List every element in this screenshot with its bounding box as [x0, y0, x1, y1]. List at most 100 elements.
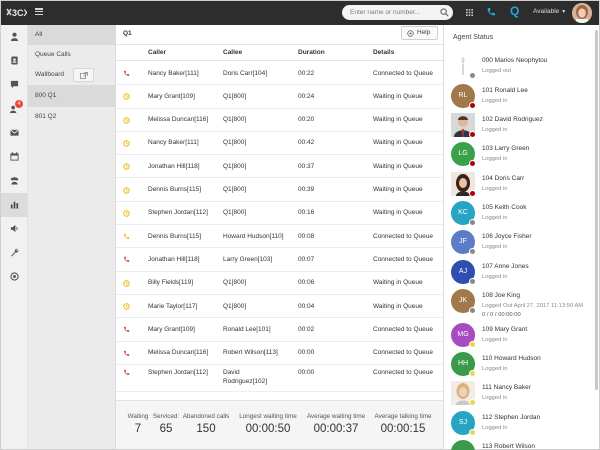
- agent-item[interactable]: MG 109 Mary Grant Logged in: [444, 321, 594, 351]
- agent-name: 109 Mary Grant: [482, 326, 528, 333]
- agent-counters: 0 / 0 / 00:00:00: [482, 312, 521, 318]
- duration-cell: 00:20: [298, 116, 315, 124]
- duration-cell: 00:24: [298, 92, 315, 100]
- column-duration[interactable]: Duration: [298, 49, 325, 56]
- details-cell: Connected to Queue: [373, 368, 433, 376]
- rail-help[interactable]: [1, 265, 28, 289]
- callee-cell: Q1[800]: [223, 116, 247, 124]
- presence-dot: [469, 278, 476, 285]
- queue-item-801[interactable]: 801 Q2: [28, 107, 116, 127]
- search-icon[interactable]: [440, 8, 449, 17]
- search-input[interactable]: Enter name or number...: [342, 5, 453, 20]
- stat-serviced: Serviced: 65: [150, 413, 182, 435]
- scrollbar[interactable]: [595, 30, 598, 390]
- avatar-initials: AJ: [458, 268, 468, 275]
- presence-dot: [469, 190, 476, 197]
- agent-name: 110 Howard Hudson: [482, 355, 541, 362]
- agent-item[interactable]: HH 110 Howard Hudson Logged in: [444, 350, 594, 380]
- agent-item[interactable]: JK 108 Joe King Logged Out April 27, 2017 …: [444, 287, 594, 318]
- details-cell: Waiting in Queue: [373, 186, 423, 193]
- phone-icon[interactable]: [486, 7, 496, 17]
- agent-item[interactable]: 104 Doris Carr Logged in: [444, 170, 594, 200]
- q-chat-icon[interactable]: Q: [510, 4, 520, 18]
- queue-item-label: 801 Q2: [35, 113, 57, 120]
- queue-item-all[interactable]: All: [28, 25, 116, 45]
- avatar: [451, 113, 475, 137]
- table-row[interactable]: Stephen Jordan[112] David Rodriguez[102] 00…: [116, 365, 443, 392]
- table-row[interactable]: Melissa Duncan[116] Robert Wilson[113] 00:…: [116, 342, 443, 365]
- rail-users[interactable]: [1, 169, 28, 193]
- clock-icon: [123, 163, 130, 170]
- table-row[interactable]: Marie Taylor[117] Q1[800] 00:04 Waiting in …: [116, 295, 443, 319]
- column-callee[interactable]: Callee: [223, 49, 243, 56]
- agent-name: 105 Keith Cook: [482, 204, 527, 211]
- table-row[interactable]: Mary Grant[109] Q1[800] 00:24 Waiting in Qu…: [116, 85, 443, 109]
- logo[interactable]: 3CX: [4, 5, 30, 19]
- calendar-icon: [10, 152, 19, 161]
- table-row[interactable]: Stephen Jordan[112] Q1[800] 00:16 Waiting i…: [116, 202, 443, 226]
- agent-status: Logged in: [482, 425, 508, 431]
- presence-dot: [469, 219, 476, 226]
- stat-average-wait: Average waiting time 00:00:37: [304, 413, 368, 435]
- table-row[interactable]: Billy Fields[119] Q1[800] 00:06 Waiting in …: [116, 272, 443, 295]
- stat-label: Abandoned calls: [182, 413, 230, 420]
- agent-item[interactable]: 113 Robert Wilson: [444, 438, 594, 450]
- agent-name: 112 Stephen Jordan: [482, 414, 541, 421]
- table-row[interactable]: Melissa Duncan[116] Q1[800] 00:20 Waiting i…: [116, 109, 443, 132]
- rail-contacts[interactable]: [1, 49, 28, 73]
- table-row[interactable]: Nancy Baker[111] Q1[800] 00:42 Waiting in Q…: [116, 132, 443, 156]
- agent-item[interactable]: 102 David Rodriguez Logged in: [444, 111, 594, 141]
- agent-item[interactable]: SJ 112 Stephen Jordan Logged in: [444, 409, 594, 439]
- help-button[interactable]: Help: [401, 26, 438, 40]
- agent-status: Logged in: [482, 395, 508, 401]
- rail-settings[interactable]: [1, 241, 28, 265]
- rail-calendar[interactable]: [1, 145, 28, 169]
- table-row[interactable]: Mary Grant[109] Ronald Lee[101] 00:02 Conne…: [116, 318, 443, 342]
- rail-reports[interactable]: [1, 193, 28, 217]
- agent-item[interactable]: AJ 107 Anne Jones Logged in: [444, 258, 594, 288]
- agent-item[interactable]: KC 105 Keith Cook Logged in: [444, 199, 594, 229]
- rail-chat[interactable]: [1, 73, 28, 97]
- caller-cell: Dennis Burns[115]: [148, 186, 201, 193]
- callee-cell: Q1[800]: [223, 186, 247, 193]
- column-caller[interactable]: Caller: [148, 49, 167, 56]
- table-row[interactable]: Dennis Burns[115] Q1[800] 00:39 Waiting in …: [116, 179, 443, 202]
- stat-average-talk: Average talking time 00:00:15: [371, 413, 435, 435]
- queue-item-800[interactable]: 800 Q1: [28, 85, 116, 107]
- agent-item[interactable]: JF 106 Joyce Fisher Logged in: [444, 228, 594, 258]
- caller-cell: Stephen Jordan[112]: [148, 368, 208, 376]
- agent-item[interactable]: RL 101 Ronald Lee Logged in: [444, 82, 594, 112]
- column-details[interactable]: Details: [373, 49, 395, 56]
- apps-grid-icon[interactable]: [466, 9, 473, 16]
- agent-item[interactable]: 111 Nancy Baker Logged in: [444, 379, 594, 409]
- queue-item-queue-calls[interactable]: Queue Calls: [28, 45, 116, 65]
- menu-icon[interactable]: [35, 8, 43, 16]
- table-row[interactable]: Jonathan Hill[118] Q1[800] 00:37 Waiting in…: [116, 155, 443, 179]
- agent-status: Logged in: [482, 337, 508, 343]
- rail-speaker[interactable]: [1, 217, 28, 241]
- agent-item[interactable]: LG 103 Larry Green Logged in: [444, 140, 594, 170]
- presence-dot: [469, 370, 476, 377]
- mail-icon: [10, 129, 19, 136]
- stat-value: 150: [196, 423, 216, 435]
- details-cell: Connected to Queue: [373, 69, 433, 77]
- status-dropdown[interactable]: Available ▼: [533, 8, 566, 15]
- agent-item[interactable]: 000 Marios Neophytou Logged out: [444, 52, 594, 82]
- rail-mail[interactable]: [1, 121, 28, 145]
- table-row[interactable]: Nancy Baker[111] Doris Carr[104] 00:22 Conn…: [116, 62, 443, 86]
- rail-group-call[interactable]: 4: [1, 97, 28, 121]
- phone-icon: [124, 350, 130, 356]
- chat-icon: [10, 80, 19, 89]
- table-row[interactable]: Jonathan Hill[118] Larry Green[103] 00:07 C…: [116, 248, 443, 272]
- avatar-initials: MG: [457, 331, 469, 338]
- rail-person[interactable]: [1, 25, 28, 49]
- details-cell: Waiting in Queue: [373, 139, 423, 147]
- table-row[interactable]: Dennis Burns[115] Howard Hudson[110] 00:08…: [116, 225, 443, 249]
- duration-cell: 00:39: [298, 186, 315, 193]
- avatar-initials: HH: [457, 360, 469, 367]
- queue-item-wallboard[interactable]: Wallboard: [28, 65, 116, 85]
- stat-value: 00:00:50: [245, 423, 291, 435]
- external-link-button[interactable]: [73, 68, 94, 82]
- avatar[interactable]: [572, 3, 592, 23]
- avatar-initials: SJ: [458, 419, 468, 426]
